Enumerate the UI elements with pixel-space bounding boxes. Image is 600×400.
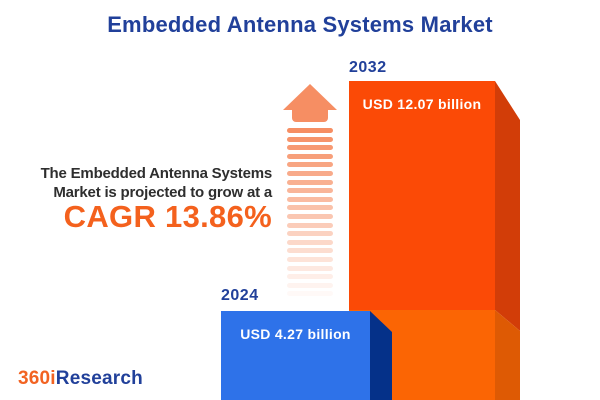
growth-arrow-stripe (287, 205, 333, 211)
growth-arrow-stripes (287, 128, 333, 297)
growth-arrow-stripe (287, 170, 333, 176)
growth-arrow-stripe (287, 256, 333, 262)
brand-logo: 360iResearch (18, 368, 143, 390)
growth-arrow-stripe (287, 196, 333, 202)
bar-2032-side-top (495, 81, 520, 331)
annotation-line2: Market is projected to grow at a (53, 184, 272, 201)
growth-arrow-stripe (287, 274, 333, 280)
growth-arrow-stripe (287, 188, 333, 194)
growth-arrow-stripe (287, 153, 333, 159)
growth-arrow-stripe (287, 291, 333, 297)
growth-arrow-neck (292, 104, 328, 122)
growth-arrow-icon (283, 84, 337, 300)
growth-arrow-stripe (287, 282, 333, 288)
brand-logo-research: Research (55, 368, 143, 389)
brand-logo-360i: 360i (18, 368, 56, 389)
bar-2032-side-bottom (495, 310, 520, 400)
growth-arrow-stripe (287, 136, 333, 142)
growth-arrow-stripe (287, 179, 333, 185)
page-title: Embedded Antenna Systems Market (107, 12, 493, 37)
growth-arrow-stripe (287, 145, 333, 151)
bar-2032-front-top (349, 81, 495, 310)
bar-2024-side (370, 311, 392, 400)
growth-arrow-stripe (287, 162, 333, 168)
bar-2032-year-label: 2032 (349, 59, 387, 76)
growth-arrow-stripe (287, 213, 333, 219)
growth-arrow-stripe (287, 239, 333, 245)
cagr-value: CAGR 13.86% (63, 199, 272, 234)
bar-2024-front (221, 311, 370, 400)
growth-arrow-stripe (287, 231, 333, 237)
annotation-line1: The Embedded Antenna Systems (40, 165, 273, 182)
bar-2032-value-label: USD 12.07 billion (362, 96, 482, 112)
growth-arrow-stripe (287, 265, 333, 271)
annotation-text: The Embedded Antenna Systems Market is p… (0, 164, 273, 202)
bar-2024-value-label: USD 4.27 billion (240, 326, 351, 342)
growth-arrow-stripe (287, 128, 333, 133)
growth-arrow-stripe (287, 222, 333, 228)
growth-arrow-stripe (287, 248, 333, 254)
bar-2024-year-label: 2024 (221, 287, 259, 304)
